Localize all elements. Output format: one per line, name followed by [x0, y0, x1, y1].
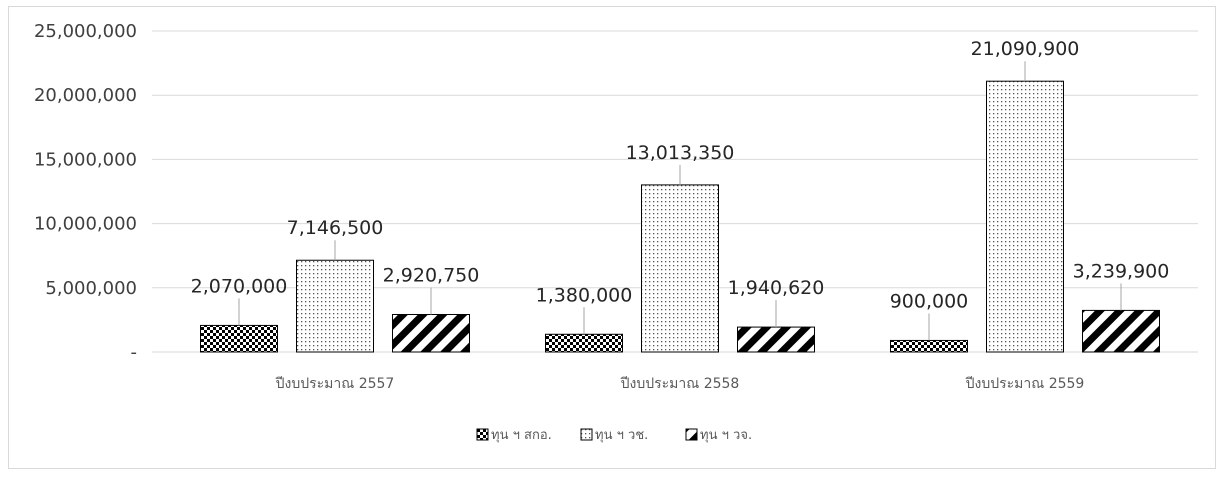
bar	[392, 313, 470, 353]
bar	[641, 184, 719, 353]
legend: ทุน ฯ สกอ. ทุน ฯ วช. ทุน ฯ วจ.	[476, 428, 752, 443]
y-tick-label: 10,000,000	[34, 214, 137, 235]
legend-swatch	[580, 428, 593, 441]
bar	[200, 324, 278, 353]
data-label: 1,940,620	[728, 277, 825, 299]
y-axis-ticks: - 5,000,000 10,000,000 15,000,000 20,000,000…	[34, 21, 137, 363]
legend-swatch	[476, 428, 489, 441]
y-tick-label: 20,000,000	[34, 85, 137, 106]
x-axis-ticks: ปีงบประมาณ 2557 ปีงบประมาณ 2558 ปีงบประมาณ…	[275, 376, 1084, 392]
data-label: 900,000	[890, 290, 969, 312]
data-label: 3,239,900	[1073, 260, 1170, 282]
data-label: 13,013,350	[626, 142, 735, 164]
legend-label: ทุน ฯ วช.	[595, 428, 648, 443]
bar	[296, 259, 374, 353]
bar	[1082, 309, 1160, 353]
bar	[890, 339, 968, 353]
y-tick-label: 25,000,000	[34, 21, 137, 42]
bar	[545, 333, 623, 353]
y-tick-label: -	[131, 342, 138, 363]
data-label: 2,070,000	[191, 275, 288, 297]
data-label: 7,146,500	[287, 217, 384, 239]
x-tick-label: ปีงบประมาณ 2559	[965, 376, 1084, 392]
bar	[986, 80, 1064, 353]
y-tick-label: 5,000,000	[45, 278, 137, 299]
bar	[737, 326, 815, 353]
legend-label: ทุน ฯ สกอ.	[491, 428, 552, 443]
x-tick-label: ปีงบประมาณ 2558	[620, 376, 739, 392]
leader-lines	[238, 61, 1122, 341]
x-tick-label: ปีงบประมาณ 2557	[275, 376, 394, 392]
legend-label: ทุน ฯ วจ.	[700, 428, 752, 443]
y-tick-label: 15,000,000	[34, 149, 137, 170]
legend-swatch	[685, 428, 698, 441]
data-label: 1,380,000	[536, 284, 633, 306]
data-labels: 2,070,000 7,146,500 2,920,750 1,380,000 13,0…	[191, 38, 1170, 312]
data-label: 21,090,900	[971, 38, 1080, 60]
data-label: 2,920,750	[383, 264, 480, 286]
